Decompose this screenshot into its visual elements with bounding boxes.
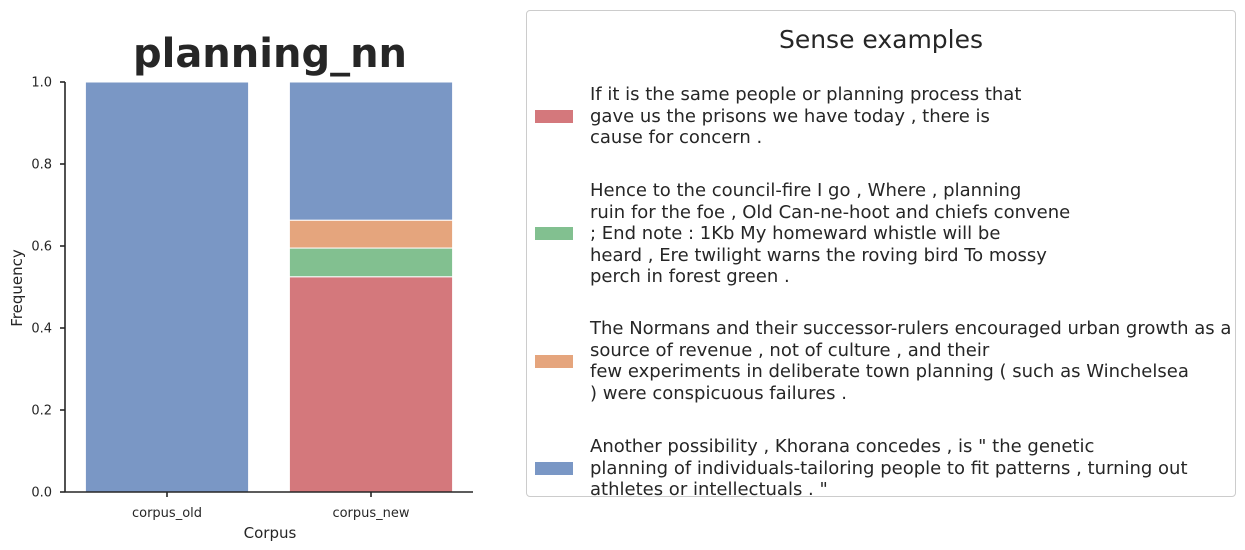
stacked-bar-chart: planning_nn 0.0 0.2 0.4 0.6 0.8 1.0 corpus_old… xyxy=(8,31,473,542)
y-tick-label: 0.2 xyxy=(31,404,52,419)
y-tick-label: 0.0 xyxy=(31,486,52,501)
legend-swatch xyxy=(535,354,573,368)
y-tick-label: 0.6 xyxy=(31,240,52,255)
bar-corpus_new-segment-2 xyxy=(288,219,454,249)
y-tick-label: 1.0 xyxy=(31,76,52,91)
legend-text: Hence to the council-fire I go , Where ,… xyxy=(590,180,1071,287)
bars-layer xyxy=(84,81,454,493)
legend-text: If it is the same people or planning pro… xyxy=(590,84,1022,148)
legend-title: Sense examples xyxy=(778,25,984,54)
x-tick-label: corpus_old xyxy=(132,506,202,521)
legend-swatch xyxy=(535,109,573,123)
bar-corpus_new-segment-1 xyxy=(288,247,454,278)
bar-corpus_new-segment-3 xyxy=(288,81,454,221)
y-tick-label: 0.8 xyxy=(31,158,52,173)
chart-title: planning_nn xyxy=(133,31,407,77)
y-tick-label: 0.4 xyxy=(31,322,52,337)
x-axis-label: Corpus xyxy=(244,524,297,542)
legend: Sense examples If it is the same people … xyxy=(526,10,1236,500)
legend-text: The Normans and their successor-rulers e… xyxy=(590,318,1232,404)
x-tick-label: corpus_new xyxy=(332,506,409,521)
legend-swatch xyxy=(535,227,573,241)
axes-layer: 0.0 0.2 0.4 0.6 0.8 1.0 corpus_old corpus_new xyxy=(31,76,473,521)
legend-swatch xyxy=(535,461,573,475)
bar-corpus_old-segment-3 xyxy=(84,81,250,493)
y-axis-label: Frequency xyxy=(8,249,26,327)
bar-corpus_new-segment-0 xyxy=(288,276,454,493)
legend-text: Another possibility , Khorana concedes ,… xyxy=(590,436,1188,500)
